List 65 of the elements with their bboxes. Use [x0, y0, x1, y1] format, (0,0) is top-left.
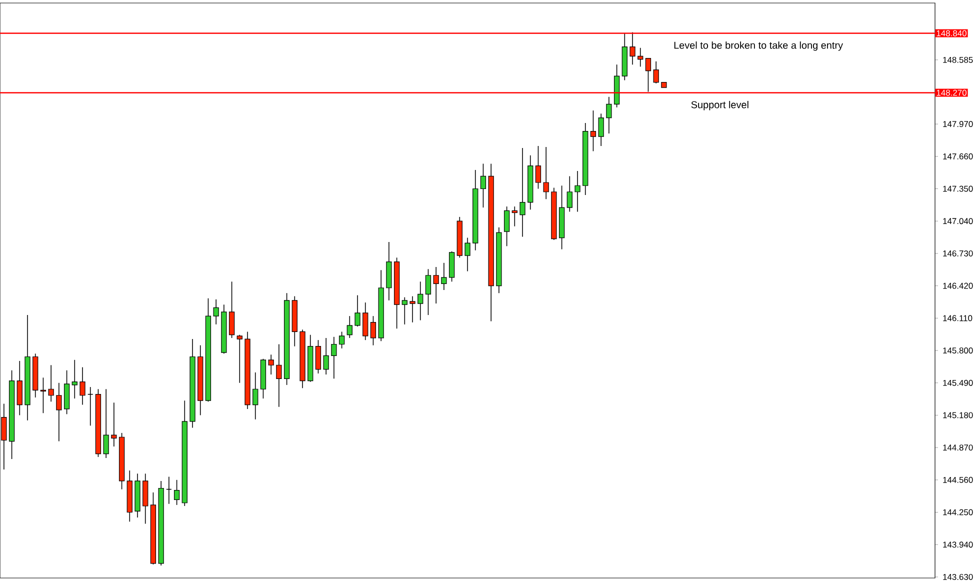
candlestick — [638, 47, 644, 68]
candlestick — [236, 334, 242, 384]
y-tick-label: 147.040 — [943, 218, 973, 224]
y-tick-label: 148.585 — [943, 56, 973, 63]
candlestick — [402, 296, 408, 325]
candlestick — [40, 377, 46, 414]
y-tick-label: 143.630 — [943, 574, 973, 580]
candlestick — [464, 237, 470, 272]
candlestick — [574, 170, 580, 212]
candlestick — [598, 113, 604, 146]
y-tick-label: 144.870 — [943, 444, 973, 451]
candlestick — [504, 206, 510, 247]
candlestick — [606, 96, 612, 134]
candlestick — [252, 372, 258, 420]
y-tick-label: 145.180 — [943, 412, 973, 418]
candlestick — [56, 382, 62, 442]
candlestick — [370, 316, 376, 346]
y-tick-label: 144.560 — [943, 476, 973, 483]
y-tick-label: 146.110 — [943, 315, 972, 322]
candlestick — [268, 354, 274, 375]
candlestick — [48, 364, 54, 402]
candlestick — [535, 146, 542, 190]
candlestick — [433, 266, 439, 304]
y-tick-label: 147.660 — [943, 153, 973, 160]
y-tick-label: 147.970 — [943, 121, 973, 128]
candlestick — [346, 316, 352, 338]
candlestick — [354, 294, 360, 327]
candlestick — [276, 344, 282, 408]
y-tick-label: 143.940 — [943, 542, 973, 548]
candlestick — [441, 262, 447, 290]
candlestick — [653, 61, 659, 84]
candlestick — [315, 340, 322, 374]
candlestick — [16, 360, 22, 416]
y-tick-label: 147.350 — [943, 186, 973, 192]
candlestick — [103, 388, 109, 458]
candlestick — [323, 338, 329, 375]
candlestick — [425, 268, 432, 316]
y-tick-label: 145.800 — [943, 348, 973, 354]
candlestick — [480, 163, 486, 208]
y-tick-label: 145.490 — [943, 380, 973, 386]
candlestick — [418, 281, 424, 321]
candlestick — [228, 281, 235, 338]
candlestick — [590, 110, 596, 152]
candlestick — [174, 480, 180, 506]
candlestick — [331, 336, 337, 380]
ref-line-label: 148.270 — [936, 90, 966, 96]
annotation: Support level — [691, 100, 748, 110]
candlestick — [111, 402, 117, 447]
candlestick — [566, 176, 572, 212]
candlestick — [543, 146, 549, 200]
annotation: Level to be broken to take a long entry — [674, 41, 843, 51]
candlestick — [362, 302, 368, 340]
candlestick — [72, 359, 78, 399]
candlestick — [645, 58, 652, 92]
candlestick — [80, 366, 86, 406]
y-tick-label: 146.730 — [943, 250, 973, 256]
candlestick — [630, 32, 636, 65]
candlestick — [512, 206, 518, 227]
candlestick — [338, 331, 345, 349]
candlestick — [213, 298, 219, 325]
y-tick-label: 146.420 — [943, 282, 973, 289]
candlestick — [520, 148, 526, 238]
y-tick-label: 144.250 — [943, 509, 973, 516]
candlestick — [410, 296, 416, 323]
ref-line-label: 148.840 — [936, 30, 966, 36]
